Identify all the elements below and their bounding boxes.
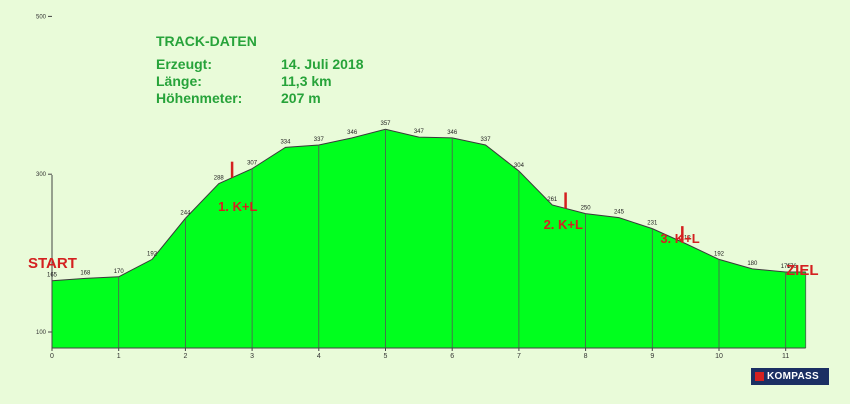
point-label-20: 192 — [714, 251, 725, 257]
point-label-16: 250 — [581, 206, 592, 212]
point-label-7: 334 — [280, 139, 291, 145]
info-label-length: Länge: — [156, 73, 202, 89]
point-label-11: 347 — [414, 129, 425, 135]
point-label-18: 231 — [647, 221, 658, 227]
x-tick-label-5: 5 — [384, 353, 388, 360]
x-tick-label-7: 7 — [517, 353, 521, 360]
x-tick-label-10: 10 — [715, 353, 723, 360]
start-label: START — [28, 255, 77, 272]
x-tick-label-3: 3 — [250, 353, 254, 360]
point-label-19: 212 — [681, 236, 692, 242]
point-label-2: 170 — [114, 269, 125, 275]
point-label-14: 304 — [514, 163, 525, 169]
kompass-logo-mark — [755, 372, 764, 381]
point-label-9: 346 — [347, 130, 358, 136]
point-label-15: 261 — [547, 197, 558, 203]
info-label-created: Erzeugt: — [156, 56, 212, 72]
point-label-10: 357 — [380, 121, 391, 127]
point-label-6: 307 — [247, 161, 258, 167]
x-tick-label-9: 9 — [650, 353, 654, 360]
elevation-area — [52, 129, 806, 348]
x-tick-label-6: 6 — [450, 353, 454, 360]
y-tick-label-300: 300 — [36, 172, 47, 178]
x-tick-label-11: 11 — [782, 353, 789, 360]
stop-label-1: 1. K+L — [218, 199, 258, 214]
x-tick-label-4: 4 — [317, 353, 321, 360]
x-tick-label-8: 8 — [584, 353, 588, 360]
point-label-8: 337 — [314, 137, 325, 143]
end-label: ZIEL — [786, 262, 819, 279]
kompass-logo: KOMPASS — [751, 368, 829, 385]
y-tick-label-100: 100 — [36, 330, 47, 336]
x-tick-label-2: 2 — [183, 353, 187, 360]
info-value-created: 14. Juli 2018 — [281, 56, 364, 72]
point-label-12: 346 — [447, 130, 458, 136]
point-label-5: 288 — [214, 176, 225, 182]
track-data-title: TRACK-DATEN — [156, 33, 257, 49]
point-label-4: 244 — [180, 210, 191, 216]
point-label-3: 192 — [147, 251, 158, 257]
point-label-end: 176 — [787, 264, 798, 270]
stop-label-3: 3. K+L — [660, 231, 700, 246]
y-tick-label-500: 500 — [36, 14, 47, 20]
info-value-elevation: 207 m — [281, 90, 321, 106]
info-label-elevation: Höhenmeter: — [156, 90, 243, 106]
point-label-21: 180 — [747, 261, 758, 267]
point-label-1: 168 — [80, 270, 91, 276]
x-tick-label-0: 0 — [50, 353, 54, 360]
info-value-length: 11,3 km — [281, 73, 332, 89]
point-label-13: 337 — [481, 137, 492, 143]
point-label-0: 165 — [47, 273, 58, 279]
point-label-22: 176 — [781, 264, 792, 270]
stop-label-2: 2. K+L — [543, 217, 583, 232]
point-label-17: 245 — [614, 210, 625, 216]
x-tick-label-1: 1 — [117, 353, 121, 360]
elevation-line — [51, 128, 806, 282]
kompass-logo-text: KOMPASS — [767, 371, 819, 382]
